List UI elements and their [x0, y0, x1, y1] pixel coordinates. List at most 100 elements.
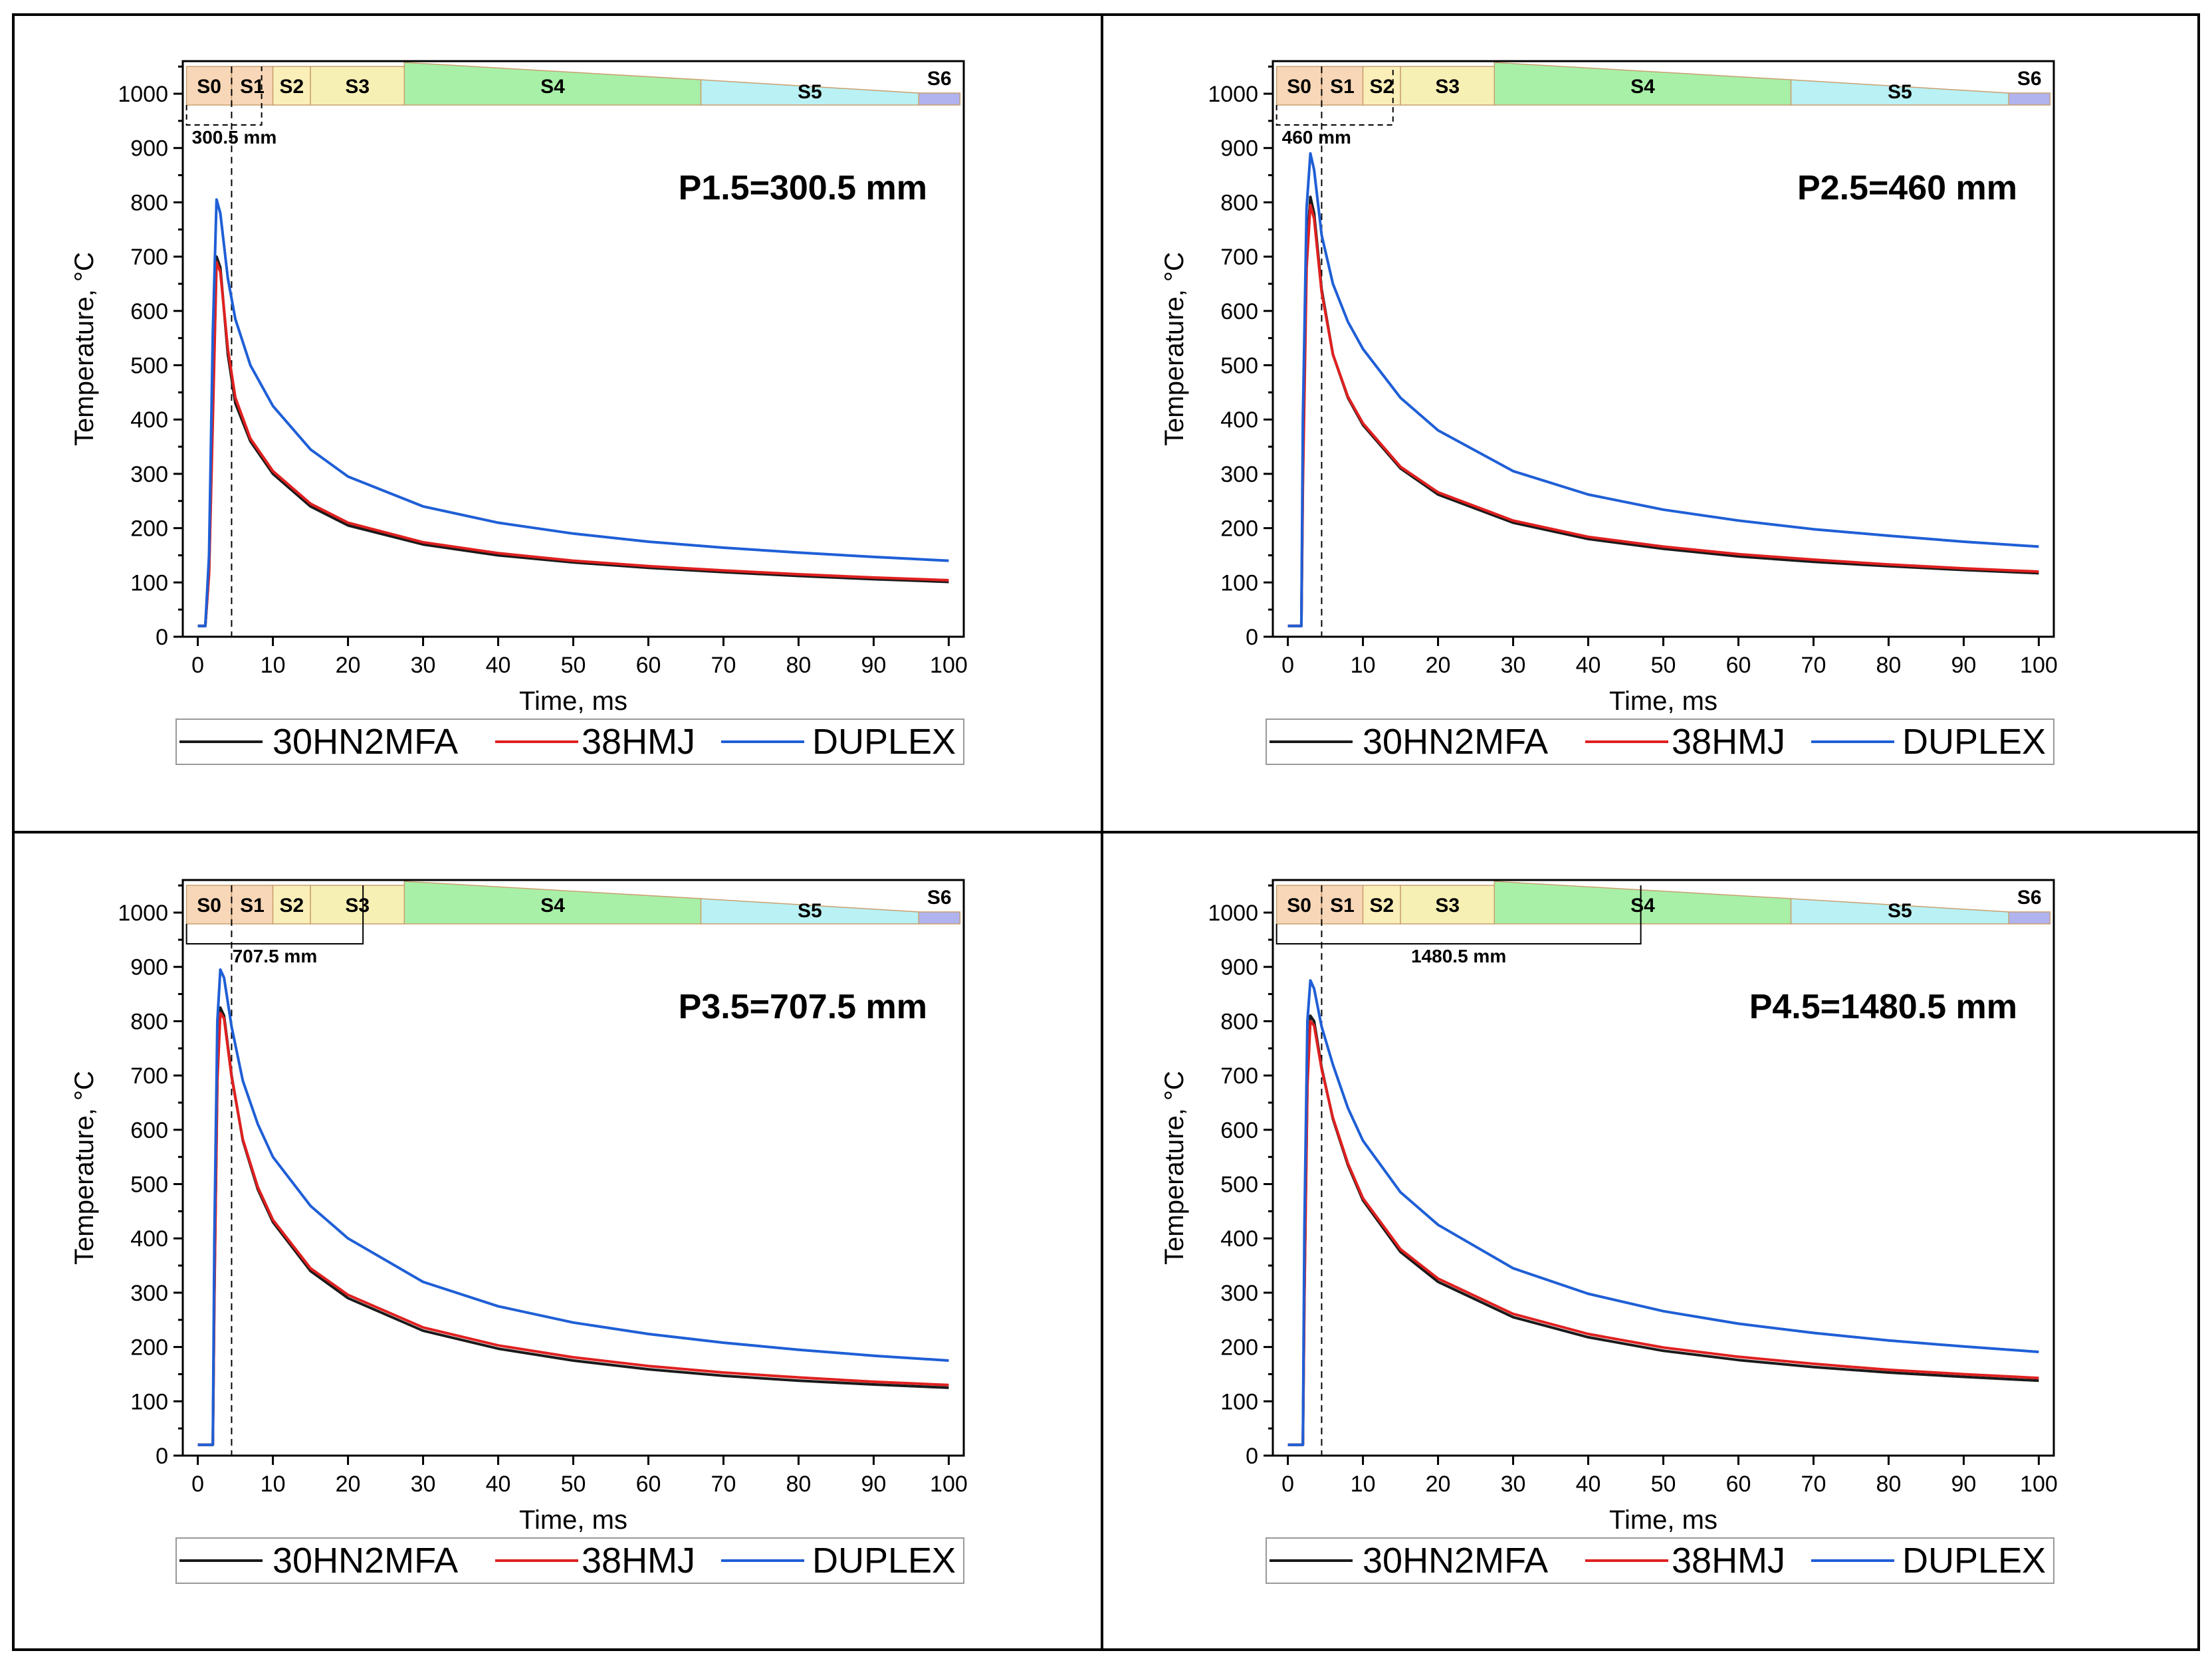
segment-bar: S0 S1 S2 S3 S4 S5 S6 — [185, 881, 961, 925]
y-tick-label: 700 — [130, 245, 168, 270]
y-tick-label: 600 — [1220, 1118, 1258, 1143]
x-tick-label: 40 — [1576, 653, 1601, 678]
x-tick-label: 70 — [711, 653, 736, 678]
y-tick-label: 200 — [130, 516, 168, 542]
x-tick-label: 90 — [1951, 653, 1977, 678]
distance-bracket — [185, 66, 263, 126]
legend-label-30hn2mfa: 30HN2MFA — [1363, 722, 1548, 762]
x-tick-label: 60 — [636, 1472, 661, 1497]
legend-label-38hmj: 38HMJ — [582, 1541, 695, 1581]
segment-s6 — [918, 92, 961, 106]
y-tick-label: 600 — [130, 299, 168, 324]
series-line-duplex — [197, 198, 949, 627]
legend: 30HN2MFA 38HMJ DUPLEX — [175, 1537, 964, 1584]
x-tick-label: 10 — [1351, 1472, 1376, 1497]
y-tick-label: 100 — [1220, 1389, 1258, 1414]
legend-label-38hmj: 38HMJ — [582, 722, 695, 762]
x-tick-label: 70 — [1801, 653, 1826, 678]
y-tick-label: 800 — [130, 1009, 168, 1034]
segment-label-s0: S0 — [1287, 895, 1311, 917]
x-tick-label: 40 — [486, 1472, 511, 1497]
x-tick-label: 60 — [1726, 653, 1751, 678]
x-tick-label: 20 — [1426, 1472, 1451, 1497]
x-tick-label: 80 — [1876, 653, 1902, 678]
series-line-38hmj — [1287, 203, 2039, 627]
segment-label-s1: S1 — [240, 895, 265, 917]
x-tick-label: 30 — [411, 1472, 436, 1497]
segment-label-s1: S1 — [240, 76, 265, 98]
x-axis-title: Time, ms — [519, 1505, 627, 1535]
legend: 30HN2MFA 38HMJ DUPLEX — [1266, 1537, 2054, 1584]
legend-label-30hn2mfa: 30HN2MFA — [273, 1541, 458, 1581]
x-tick-label: 60 — [636, 653, 661, 678]
x-tick-label: 0 — [1281, 653, 1294, 678]
segment-s6 — [918, 911, 961, 925]
x-tick-label: 30 — [411, 653, 436, 678]
segment-s6 — [2008, 911, 2051, 925]
segment-label-s5: S5 — [1888, 900, 1912, 922]
x-tick-label: 70 — [711, 1472, 736, 1497]
x-tick-label: 10 — [261, 653, 286, 678]
distance-bracket — [1275, 66, 1394, 126]
y-tick-label: 300 — [130, 1281, 168, 1306]
x-tick-label: 10 — [1351, 653, 1376, 678]
chart-panel-2: S0 S1 S2 S3 S4 S5 S6 460 mm 0 10 20 30 40 50 60 70 80 90 1… — [1160, 60, 2058, 765]
x-tick-label: 0 — [1281, 1472, 1294, 1497]
legend: 30HN2MFA 38HMJ DUPLEX — [1266, 718, 2054, 765]
legend-label-30hn2mfa: 30HN2MFA — [1363, 1541, 1548, 1581]
position-annotation: P2.5=460 mm — [1797, 169, 2017, 207]
legend-label-30hn2mfa: 30HN2MFA — [273, 722, 458, 762]
segment-bar: S0 S1 S2 S3 S4 S5 S6 — [185, 62, 961, 106]
y-tick-label: 700 — [1220, 245, 1258, 270]
x-tick-label: 10 — [261, 1472, 286, 1497]
position-annotation: P3.5=707.5 mm — [679, 988, 927, 1026]
x-tick-label: 50 — [1651, 1472, 1676, 1497]
x-tick-label: 100 — [930, 653, 968, 678]
series-line-duplex — [1287, 152, 2039, 627]
segment-label-s2: S2 — [1369, 895, 1394, 917]
segment-label-s0: S0 — [197, 76, 221, 98]
segment-label-s3: S3 — [345, 895, 370, 917]
y-tick-label: 100 — [130, 1389, 168, 1414]
y-tick-label: 0 — [156, 625, 168, 650]
legend: 30HN2MFA 38HMJ DUPLEX — [175, 718, 964, 765]
legend-label-duplex: DUPLEX — [1902, 1541, 2046, 1581]
distance-label: 1480.5 mm — [1411, 946, 1506, 966]
y-tick-label: 600 — [1220, 299, 1258, 324]
segment-label-s4: S4 — [1630, 76, 1655, 98]
x-tick-label: 20 — [1426, 653, 1451, 678]
chart-panel-1: S0 S1 S2 S3 S4 S5 S6 300.5 mm 0 10 20 30 40 50 60 70 80 9… — [70, 60, 968, 765]
x-tick-label: 60 — [1726, 1472, 1751, 1497]
segment-label-s3: S3 — [345, 76, 370, 98]
segment-bar: S0 S1 S2 S3 S4 S5 S6 — [1275, 881, 2051, 925]
y-tick-label: 600 — [130, 1118, 168, 1143]
distance-label: 300.5 mm — [192, 127, 277, 148]
y-tick-label: 0 — [156, 1444, 168, 1469]
y-tick-label: 400 — [1220, 1226, 1258, 1252]
segment-label-s5: S5 — [798, 81, 822, 103]
y-tick-label: 500 — [130, 354, 168, 379]
y-tick-label: 900 — [130, 955, 168, 980]
y-tick-label: 200 — [130, 1335, 168, 1361]
y-tick-label: 400 — [130, 407, 168, 433]
y-tick-label: 1000 — [1208, 82, 1258, 107]
x-tick-label: 0 — [191, 653, 204, 678]
y-tick-label: 800 — [130, 190, 168, 215]
legend-frame — [175, 1537, 964, 1584]
series-line-duplex — [197, 968, 949, 1446]
segment-label-s6: S6 — [2017, 887, 2042, 909]
x-tick-label: 80 — [1876, 1472, 1902, 1497]
x-tick-label: 30 — [1501, 653, 1526, 678]
segment-label-s3: S3 — [1435, 895, 1460, 917]
segment-label-s4: S4 — [540, 76, 565, 98]
y-axis-title: Temperature, °C — [70, 1071, 99, 1265]
y-tick-label: 500 — [1220, 1172, 1258, 1198]
segment-label-s6: S6 — [927, 68, 952, 90]
y-tick-label: 100 — [130, 570, 168, 596]
chart-panel-4: S0 S1 S2 S3 S4 S5 S6 1480.5 mm 0 10 20 30 40 50 60 70 80… — [1160, 879, 2058, 1584]
x-tick-label: 50 — [561, 653, 586, 678]
y-axis-title: Temperature, °C — [1160, 252, 1189, 446]
y-tick-label: 700 — [1220, 1063, 1258, 1089]
x-tick-label: 30 — [1501, 1472, 1526, 1497]
